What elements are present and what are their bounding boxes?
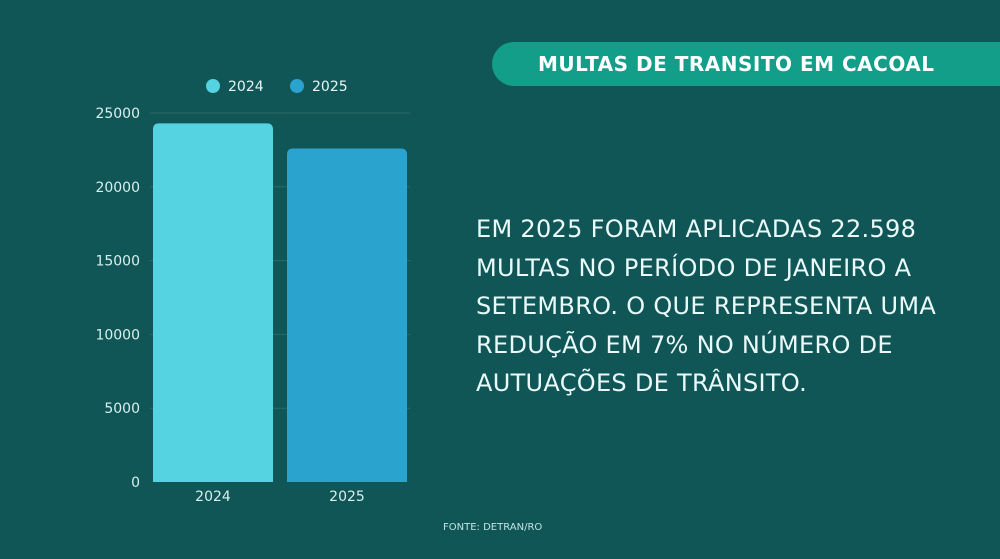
y-tick-label: 20000 — [95, 180, 140, 196]
title-banner: MULTAS DE TRANSITO EM CACOAL — [492, 42, 1000, 86]
y-tick-label: 5000 — [104, 401, 140, 417]
legend-marker — [290, 79, 304, 93]
source-note: FONTE: DETRAN/RO — [443, 522, 543, 533]
y-tick-label: 0 — [131, 475, 140, 491]
bar-2024 — [153, 123, 273, 482]
bar-2025 — [287, 148, 407, 482]
legend-marker — [206, 79, 220, 93]
x-tick-label: 2024 — [195, 489, 231, 505]
legend-label: 2024 — [228, 79, 264, 95]
description-text: EM 2025 FORAM APLICADAS 22.598 MULTAS NO… — [476, 215, 937, 397]
y-tick-label: 10000 — [95, 327, 140, 343]
legend-label: 2025 — [312, 79, 348, 95]
x-tick-label: 2025 — [329, 489, 365, 505]
y-tick-label: 15000 — [95, 254, 140, 270]
chart-title: MULTAS DE TRANSITO EM CACOAL — [538, 52, 935, 76]
y-tick-label: 25000 — [95, 106, 140, 122]
